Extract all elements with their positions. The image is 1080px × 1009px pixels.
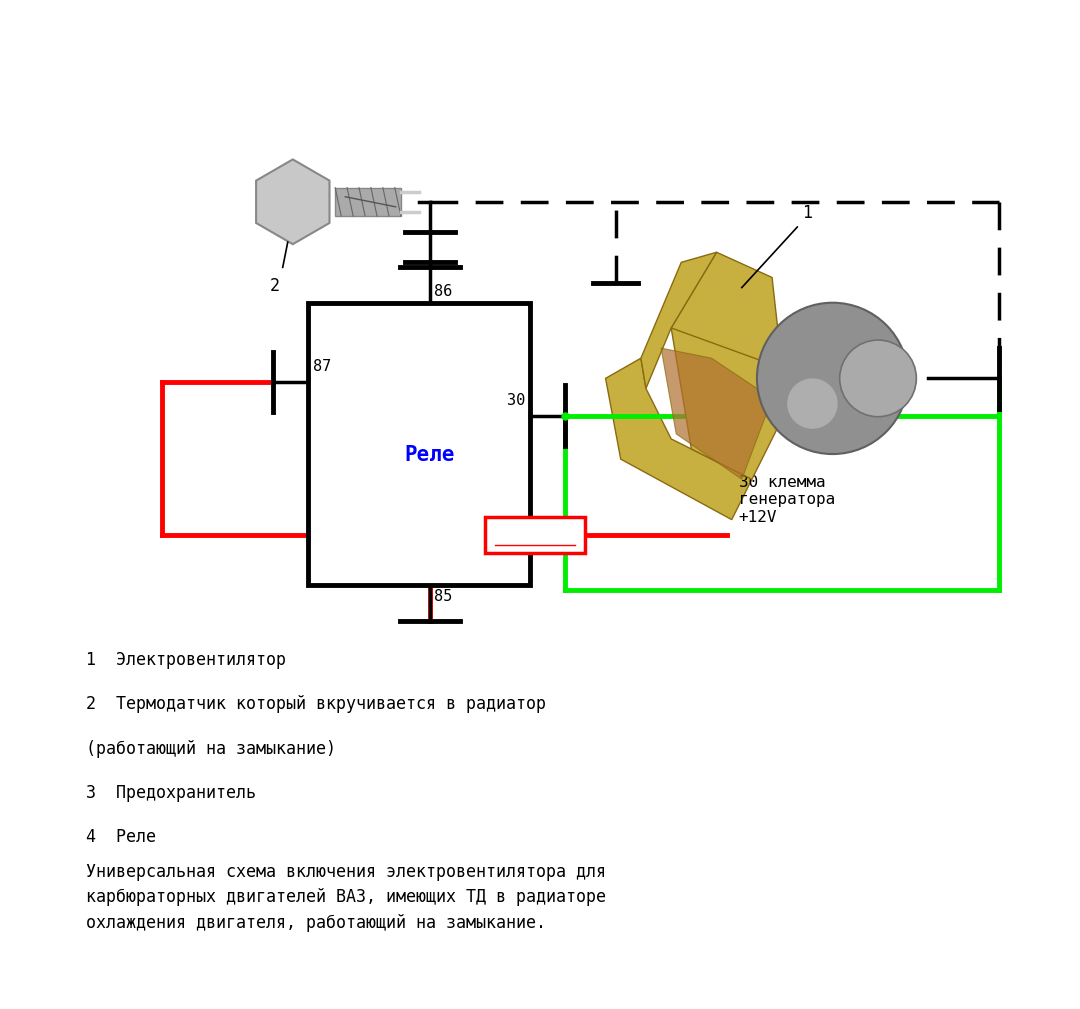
Text: 2  Термодатчик который вкручивается в радиатор: 2 Термодатчик который вкручивается в рад… [86, 695, 546, 713]
Bar [485, 517, 585, 553]
Polygon shape [661, 348, 772, 479]
Polygon shape [256, 159, 329, 244]
Text: Универсальная схема включения электровентилятора для
карбюраторных двигателей ВА: Универсальная схема включения электровен… [86, 863, 606, 932]
Text: (работающий на замыкание): (работающий на замыкание) [86, 740, 336, 758]
Polygon shape [640, 252, 716, 388]
Polygon shape [671, 328, 782, 479]
Text: 3  Предохранитель: 3 Предохранитель [86, 784, 256, 802]
Polygon shape [606, 358, 752, 520]
Text: 2: 2 [270, 277, 280, 296]
Bar [308, 303, 530, 585]
Circle shape [839, 340, 916, 417]
Polygon shape [671, 252, 782, 409]
Text: 30 клемма
генератора
+12V: 30 клемма генератора +12V [739, 475, 835, 525]
Text: 85: 85 [434, 589, 453, 604]
Text: 4  Реле: 4 Реле [86, 828, 156, 847]
Text: 86: 86 [434, 284, 453, 299]
Text: 87: 87 [313, 359, 332, 373]
Text: 1  Электровентилятор: 1 Электровентилятор [86, 651, 286, 669]
Text: Реле: Реле [405, 445, 456, 465]
Text: 30: 30 [507, 393, 525, 408]
Circle shape [787, 378, 838, 429]
Text: 1: 1 [802, 204, 812, 222]
Circle shape [757, 303, 908, 454]
Bar [335, 188, 401, 216]
